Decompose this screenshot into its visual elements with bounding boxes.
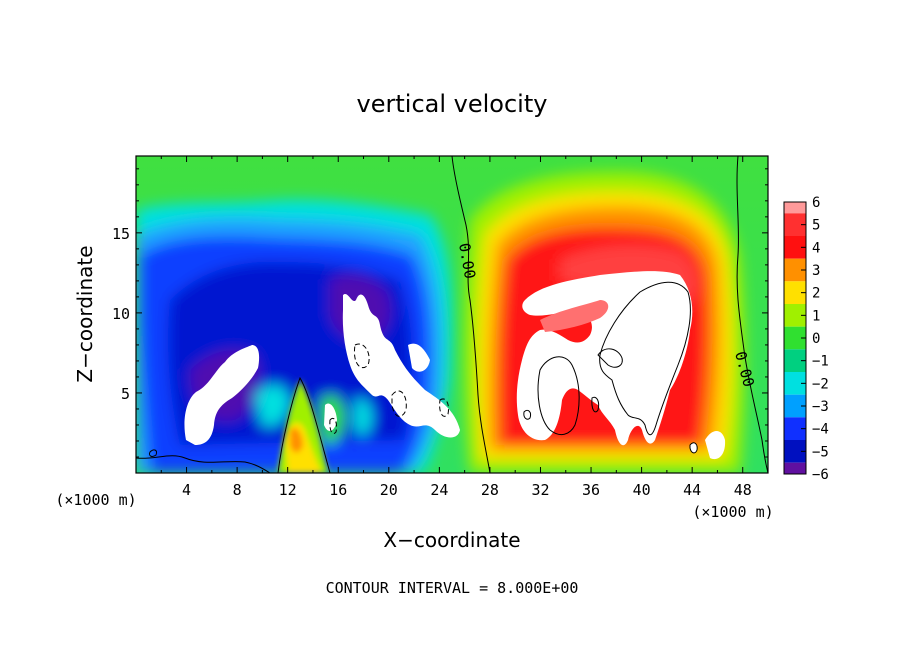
- x-tick-label: 20: [380, 481, 398, 499]
- x-tick-label: 4: [182, 481, 191, 499]
- colorbar-swatch: [784, 304, 806, 327]
- zero-contour-left: [451, 156, 491, 473]
- x-tick-label: 16: [329, 481, 347, 499]
- x-tick-label: 24: [430, 481, 448, 499]
- colorbar-swatch: [784, 326, 806, 350]
- zero-contour-right: [736, 156, 768, 473]
- chart-title: vertical velocity: [357, 90, 548, 118]
- colorbar-swatch: [784, 349, 806, 372]
- plot-frame: [135, 155, 769, 474]
- colorbar-label: 0: [812, 331, 820, 347]
- x-tick-label: 44: [683, 481, 701, 499]
- tick-marks: [136, 156, 768, 473]
- y-tick-label: 10: [112, 305, 130, 323]
- x-unit-left: (×1000 m): [55, 491, 136, 509]
- colorbar-swatch: [784, 462, 806, 474]
- zero-contour-tongue: [277, 376, 331, 473]
- colorbar-label: −4: [812, 422, 829, 438]
- zero-contour-bottom-left: [136, 455, 271, 473]
- colorbar-swatch: [784, 202, 806, 214]
- solid-contour-left-cell: [537, 356, 580, 436]
- colorbar-label: 5: [812, 218, 820, 234]
- colorbar: 6 5 4 3 2 1 0 −1 −2 −3 −4 −5 −6: [783, 195, 829, 483]
- plot-area: 0.00 0.00: [136, 156, 768, 473]
- x-tick-label: 32: [531, 481, 549, 499]
- x-tick-label: 8: [233, 481, 242, 499]
- colorbar-label: 3: [812, 263, 820, 279]
- x-tick-label: 28: [481, 481, 499, 499]
- x-tick-labels: 4 8 12 16 20 24 28 32 36 40 44 48: [182, 481, 752, 499]
- colorbar-label: 1: [812, 308, 820, 324]
- dashed-contour-d: [439, 398, 449, 417]
- y-tick-labels: 5 10 15: [112, 225, 130, 403]
- colorbar-swatch: [784, 281, 806, 304]
- y-tick-label: 15: [112, 225, 130, 243]
- solid-contour-right-cell: [599, 281, 691, 436]
- dashed-contour-c: [329, 417, 337, 434]
- colorbar-swatch: [784, 236, 806, 259]
- colorbar-label: 6: [812, 195, 820, 211]
- colorbar-label: −6: [812, 467, 829, 483]
- dashed-contour-a: [353, 343, 370, 369]
- contour-interval: CONTOUR INTERVAL = 8.000E+00: [326, 579, 579, 597]
- dashed-contour-b: [391, 390, 407, 417]
- offscale-patches: [184, 271, 726, 460]
- small-updraft: [278, 380, 328, 473]
- x-tick-label: 12: [279, 481, 297, 499]
- colorbar-swatch: [784, 372, 806, 395]
- colorbar-label: −1: [812, 354, 829, 370]
- contour-label-left: 0.00: [455, 242, 479, 281]
- colorbar-swatch: [784, 213, 806, 236]
- colorbar-swatch: [784, 394, 806, 418]
- x-tick-label: 40: [633, 481, 651, 499]
- colorbar-label: −2: [812, 376, 829, 392]
- colorbar-label: 2: [812, 286, 820, 302]
- colorbar-swatch: [784, 417, 806, 440]
- y-axis-label: Z−coordinate: [73, 245, 97, 382]
- x-unit-right: (×1000 m): [692, 503, 773, 521]
- colorbar-label: 4: [812, 240, 820, 256]
- x-tick-label: 48: [734, 481, 752, 499]
- x-tick-label: 36: [582, 481, 600, 499]
- colorbar-frame: [783, 201, 807, 475]
- colorbar-label: −5: [812, 444, 829, 460]
- colorbar-labels: 6 5 4 3 2 1 0 −1 −2 −3 −4 −5 −6: [812, 195, 829, 483]
- x-axis-label: X−coordinate: [383, 528, 520, 552]
- colorbar-swatch: [784, 440, 806, 463]
- colorbar-swatches: [784, 201, 806, 475]
- colorbar-label: −3: [812, 399, 829, 415]
- colorbar-swatch: [784, 258, 806, 282]
- contour-lines: [136, 156, 768, 473]
- y-tick-label: 5: [121, 385, 130, 403]
